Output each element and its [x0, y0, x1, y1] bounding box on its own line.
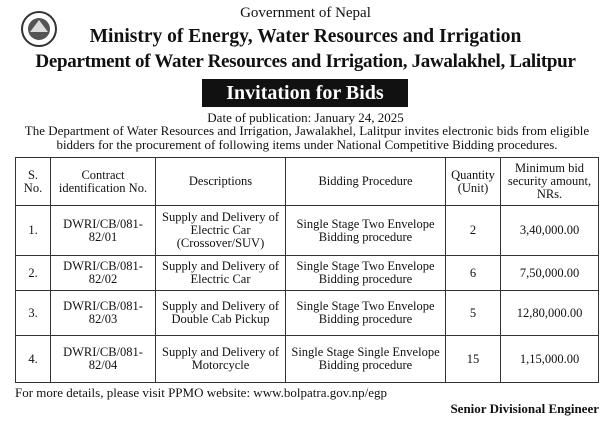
cell: DWRI/CB/081-82/04 [50, 335, 156, 383]
column-header: Descriptions [155, 157, 286, 206]
intro: The Department of Water Resources and Ir… [24, 123, 590, 152]
emblem [21, 11, 57, 47]
government: Government of Nepal [240, 5, 371, 21]
cell: 2. [15, 255, 51, 291]
column-header: Contract identification No. [50, 157, 156, 206]
cell: 12,80,000.00 [500, 290, 599, 336]
row: 3. DWRI/CB/081-82/03 Supply and Delivery o… [15, 290, 599, 336]
cell: Supply and Delivery of Double Cab Pickup [155, 290, 286, 336]
cell: DWRI/CB/081-82/03 [50, 290, 156, 336]
cell: DWRI/CB/081-82/02 [50, 255, 156, 291]
cell: 1. [15, 205, 51, 256]
row: 1. DWRI/CB/081-82/01 Supply and Delivery o… [15, 205, 599, 256]
cell: 4. [15, 335, 51, 383]
cell: Single Stage Single Envelope Bidding pro… [285, 335, 446, 383]
bid-table: S. No. Contract identification No. Descrip… [15, 157, 599, 383]
cell: DWRI/CB/081-82/01 [50, 205, 156, 256]
date: Date of publication: January 24, 2025 [207, 110, 404, 125]
cell: 1,15,000.00 [500, 335, 599, 383]
cell: 3. [15, 290, 51, 336]
cell: Supply and Delivery of Electric Car (Cro… [155, 205, 286, 256]
cell: Single Stage Two Envelope Bidding proced… [285, 290, 446, 336]
details: For more details, please visit PPMO webs… [15, 385, 388, 400]
cell: Supply and Delivery of Electric Car [155, 255, 286, 291]
cell: 6 [445, 255, 501, 291]
row: 4. DWRI/CB/081-82/04 Supply and Delivery o… [15, 335, 599, 383]
cell: Single Stage Two Envelope Bidding proced… [285, 205, 446, 256]
column-header: Bidding Procedure [285, 157, 446, 206]
department: Department of Water Resources and Irriga… [35, 51, 576, 72]
signatory: Senior Divisional Engineer [450, 401, 599, 416]
row: 2. DWRI/CB/081-82/02 Supply and Delivery o… [15, 255, 599, 291]
cell: 5 [445, 290, 501, 336]
column-header: Quantity (Unit) [445, 157, 501, 206]
cell: Supply and Delivery of Motorcycle [155, 335, 286, 383]
title: Invitation for Bids [202, 79, 408, 107]
cell: 2 [445, 205, 501, 256]
column-header: S. No. [15, 157, 51, 206]
cell: 7,50,000.00 [500, 255, 599, 291]
cell: Single Stage Two Envelope Bidding proced… [285, 255, 446, 291]
ministry: Ministry of Energy, Water Resources and … [89, 26, 522, 47]
cell: 15 [445, 335, 501, 383]
column-header: Minimum bid security amount, NRs. [500, 157, 599, 206]
cell: 3,40,000.00 [500, 205, 599, 256]
